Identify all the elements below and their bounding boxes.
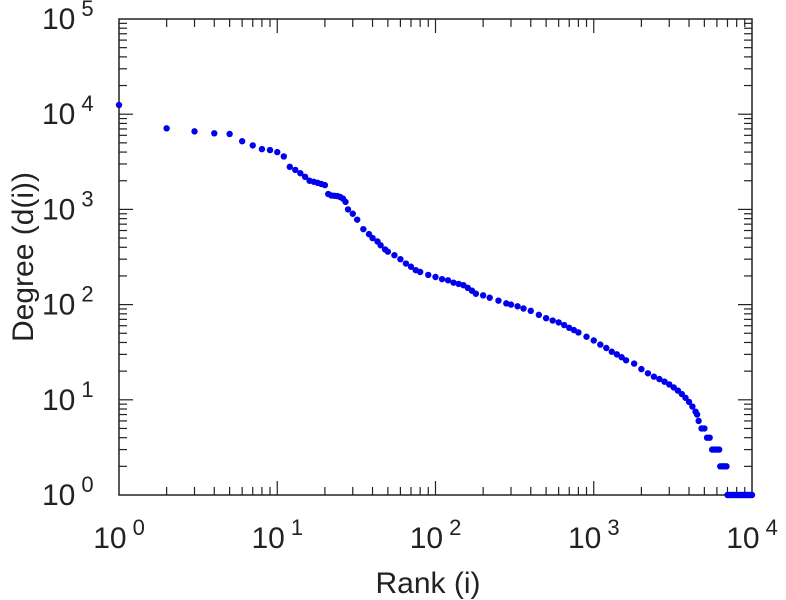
data-point: [706, 434, 713, 441]
data-point: [226, 130, 233, 138]
data-point: [286, 163, 293, 171]
y-tick-label: 10 5: [42, 0, 94, 36]
data-point: [583, 333, 590, 340]
data-point: [360, 225, 367, 233]
data-point: [280, 153, 288, 160]
data-point: [407, 263, 415, 270]
data-point: [163, 125, 170, 132]
data-point: [495, 297, 502, 304]
y-minor-ticks: [119, 22, 752, 467]
data-point: [549, 317, 556, 324]
data-point: [597, 341, 604, 348]
data-point: [520, 305, 527, 312]
data-point: [566, 324, 573, 332]
data-point: [301, 173, 309, 181]
y-tick-label: 10 2: [42, 282, 94, 322]
x-axis-title: Rank (i): [375, 567, 480, 600]
data-point: [191, 128, 198, 135]
x-tick-label: 10 3: [568, 515, 620, 555]
data-point: [353, 216, 361, 223]
data-point: [622, 357, 630, 364]
data-point: [450, 279, 457, 286]
plot-frame: [118, 18, 753, 496]
data-point: [590, 337, 597, 344]
data-point: [402, 260, 410, 267]
data-point: [416, 268, 424, 276]
data-point: [321, 181, 329, 189]
data-point: [115, 101, 123, 109]
data-point: [608, 348, 615, 355]
data-point: [514, 303, 521, 310]
data-point: [638, 365, 645, 373]
data-point: [644, 370, 652, 377]
data-point: [542, 314, 550, 322]
data-point: [527, 307, 534, 315]
data-point: [472, 290, 480, 297]
data-point: [575, 329, 582, 336]
y-tick-label: 10 3: [42, 186, 94, 226]
data-point: [349, 210, 356, 217]
data-point: [603, 344, 610, 352]
x-tick-label: 10 0: [93, 515, 145, 555]
data-point: [613, 351, 621, 358]
data-point: [656, 375, 663, 383]
data-point: [748, 491, 756, 499]
data-point: [274, 148, 281, 156]
data-point: [689, 403, 696, 410]
data-point: [292, 166, 299, 174]
data-point: [535, 311, 543, 319]
data-point: [444, 277, 452, 284]
y-tick-label: 10 4: [42, 91, 94, 131]
data-point: [715, 446, 723, 453]
x-tick-labels: 10 0 10 1 10 2 10 3 10 4: [93, 515, 778, 555]
y-axis-title: Degree (d(i)): [7, 172, 40, 342]
x-minor-ticks: [166, 19, 746, 495]
data-point: [507, 301, 515, 308]
data-point: [344, 206, 352, 213]
data-point: [560, 321, 568, 329]
data-point: [211, 130, 218, 137]
data-point: [693, 411, 701, 418]
data-point: [249, 142, 256, 149]
data-point: [258, 145, 266, 153]
data-point: [630, 360, 638, 367]
data-point: [479, 292, 487, 299]
data-point: [266, 146, 274, 154]
data-point: [695, 417, 702, 425]
y-tick-label: 10 0: [42, 472, 94, 512]
data-point: [438, 275, 446, 283]
y-tick-label: 10 1: [42, 377, 94, 417]
data-point: [555, 319, 562, 326]
data-point: [432, 273, 439, 281]
data-point: [701, 425, 708, 432]
data-point: [661, 378, 668, 385]
x-tick-label: 10 2: [410, 515, 462, 555]
data-point: [297, 170, 304, 177]
data-point: [391, 252, 398, 259]
data-points: [115, 101, 756, 499]
data-point: [397, 255, 404, 263]
data-point: [384, 248, 392, 255]
data-point: [486, 294, 493, 301]
data-point: [377, 242, 384, 249]
data-point: [342, 198, 349, 206]
data-point: [425, 271, 432, 279]
data-point: [685, 398, 693, 406]
data-point: [369, 234, 376, 242]
data-point: [238, 138, 246, 145]
data-point: [650, 373, 658, 380]
data-point: [723, 463, 730, 470]
x-tick-label: 10 4: [726, 515, 778, 555]
x-tick-label: 10 1: [251, 515, 303, 555]
